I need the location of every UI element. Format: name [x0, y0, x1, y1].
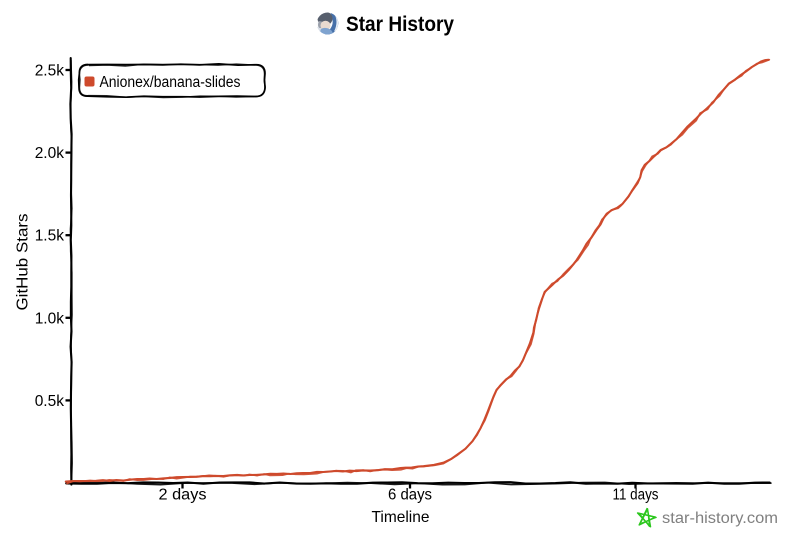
svg-text:11 days: 11 days: [613, 487, 659, 504]
svg-text:2.5k: 2.5k: [35, 63, 65, 80]
svg-text:2 days: 2 days: [159, 487, 207, 504]
svg-text:Star History: Star History: [346, 13, 454, 36]
svg-text:star-history.com: star-history.com: [662, 510, 778, 527]
svg-text:GitHub Stars: GitHub Stars: [15, 213, 32, 310]
svg-text:1.0k: 1.0k: [35, 311, 65, 328]
svg-text:6 days: 6 days: [388, 487, 432, 504]
svg-text:1.5k: 1.5k: [35, 228, 65, 245]
svg-text:0.5k: 0.5k: [35, 393, 65, 410]
svg-text:Timeline: Timeline: [372, 509, 430, 526]
svg-text:2.0k: 2.0k: [35, 145, 65, 162]
svg-text:Anionex/banana-slides: Anionex/banana-slides: [100, 74, 241, 91]
